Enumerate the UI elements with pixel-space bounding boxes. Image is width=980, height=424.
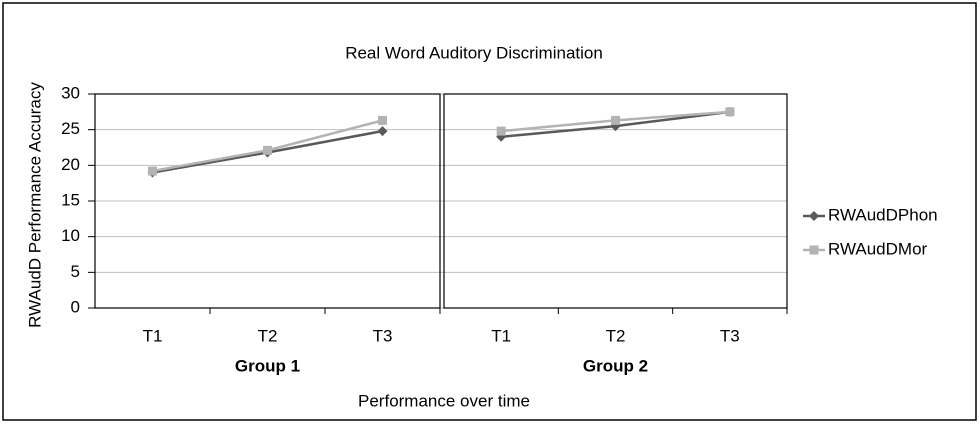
x-tick-label: T2: [606, 326, 626, 345]
x-tick-label: T1: [143, 326, 163, 345]
y-tick-label: 10: [61, 226, 80, 245]
x-tick-label: T3: [373, 326, 393, 345]
x-tick-label: T3: [720, 326, 740, 345]
legend-label: RWAudDPhon: [828, 205, 938, 224]
marker: [611, 115, 620, 125]
marker: [263, 145, 272, 155]
chart-title: Real Word Auditory Discrimination: [345, 43, 603, 62]
legend-marker: [809, 211, 819, 221]
x-axis-label: Performance over time: [358, 391, 530, 410]
y-tick-label: 15: [61, 190, 80, 209]
y-axis-label: RWAudD Performance Accuracy: [25, 82, 44, 328]
marker: [725, 107, 735, 117]
x-tick-label: T2: [258, 326, 278, 345]
legend-label: RWAudDMor: [828, 239, 928, 258]
y-tick-label: 0: [71, 297, 80, 316]
y-tick-label: 25: [61, 119, 80, 138]
marker: [496, 126, 506, 136]
panel-frame: [94, 93, 441, 309]
y-tick-label: 30: [61, 83, 80, 102]
x-tick-label: T1: [491, 326, 511, 345]
panel-label: Group 2: [583, 356, 648, 375]
marker: [377, 126, 388, 137]
legend-marker: [809, 245, 819, 255]
y-tick-label: 20: [61, 155, 80, 174]
y-tick-label: 5: [71, 262, 80, 281]
panel-frame: [443, 93, 788, 309]
marker: [378, 115, 387, 125]
marker: [148, 166, 157, 176]
panel-label: Group 1: [235, 356, 300, 375]
